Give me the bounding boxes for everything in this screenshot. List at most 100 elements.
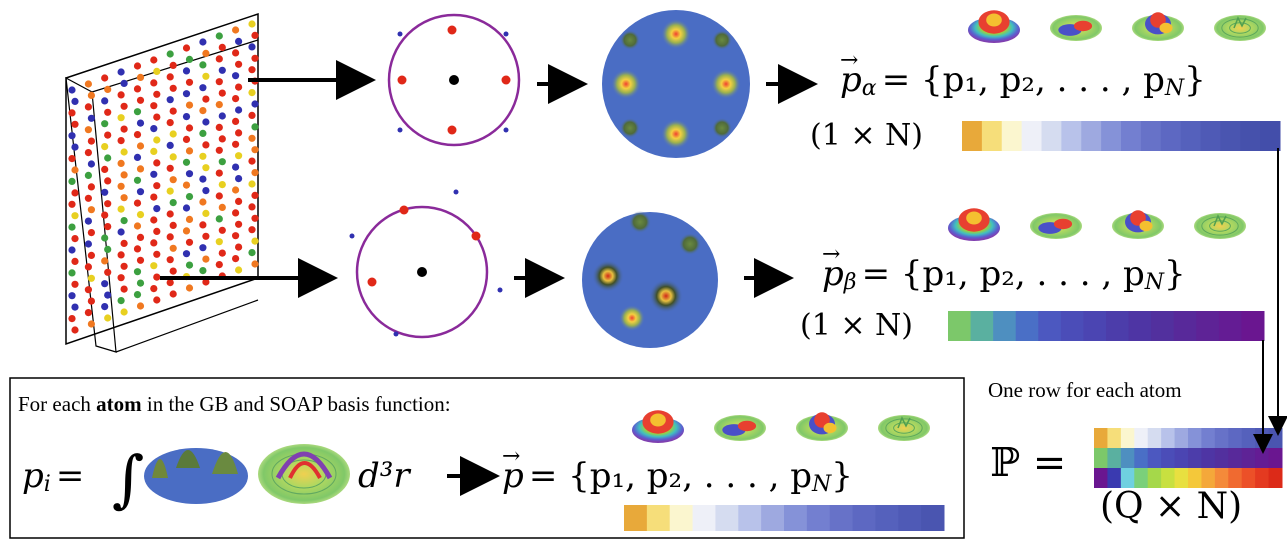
atom [153,113,161,121]
atom [136,96,145,104]
bar-alpha-cell [1260,121,1281,151]
atom [251,169,259,177]
atom [150,102,158,110]
bar-vec-cell [784,505,808,531]
matrix-row-2-cell [1107,448,1122,468]
atom [215,78,223,86]
atom [136,211,145,219]
atom [136,279,145,287]
p-beta-close: } [1164,254,1186,294]
basis-icon-bump [948,208,1000,241]
one-row-caption: One row for each atom [988,378,1182,402]
atom [251,214,259,222]
atom [248,203,256,211]
atom [150,193,158,201]
atom [218,135,226,143]
bar-alpha-cell [1180,121,1201,151]
bar-beta-cell [970,311,994,341]
atom [68,223,76,231]
bar-beta-cell [1038,311,1062,341]
atom [182,250,191,258]
p-alpha-close: } [1184,60,1206,100]
p-vec-set-end: N [812,472,832,498]
atom [199,198,207,206]
atom [84,194,92,202]
atom [185,238,194,246]
atom [215,55,223,63]
matrix-row-2-cell [1134,448,1149,468]
integral-basis-disc [258,444,350,504]
atom [71,280,79,288]
matrix-row-3-cell [1107,468,1122,488]
matrix-row-3-cell [1241,468,1256,488]
atom [84,217,92,225]
atom [133,62,142,70]
matrix-symbol: ℙ = [990,440,1067,486]
atom [120,148,128,156]
atom [117,251,125,259]
atom [248,20,256,28]
atom [185,55,194,64]
matrix-row-3-cell [1134,468,1149,488]
atom [169,176,177,184]
atom [136,188,145,196]
matrix-row-1-cell [1094,428,1108,448]
atom [84,103,92,111]
formula-p-vec: p → = {p₁, p₂, . . . , pN} [502,444,853,498]
atom [185,215,194,223]
atom [153,250,161,258]
atom [199,38,207,46]
atom [120,285,128,293]
matrix-row-3-cell [1188,468,1202,488]
dims-beta: (1 × N) [800,308,913,343]
matrix-row-3-cell [1120,468,1135,488]
atom [232,117,240,125]
atom [251,123,259,131]
atom [101,97,109,105]
atom [153,273,161,281]
atom [101,143,109,151]
descriptor-bar-vec [624,505,945,531]
neighborhood-alpha [387,13,521,147]
bar-alpha-cell [1061,121,1082,151]
atom [169,107,177,115]
atom [133,245,142,253]
bar-alpha-cell [1001,121,1023,151]
box-title: For each atom in the GB and SOAP basis f… [18,392,451,417]
basis-icon-dipole [714,415,766,441]
atom [68,292,76,300]
atom [166,164,174,172]
atom [120,308,128,316]
atom [169,61,177,69]
atom [202,164,210,172]
atom [218,226,226,234]
p-alpha-set: = {p₁, p₂, . . . , p [881,60,1165,100]
atom [68,269,76,277]
p-beta-symbol: p [822,254,844,294]
atom [68,132,76,140]
matrix-row-1-cell [1120,428,1135,448]
matrix-row-3-cell [1094,468,1108,488]
atom [101,280,109,288]
matrix-row-1-cell [1161,428,1176,448]
atom [232,186,240,194]
atom [235,197,243,205]
basis-icons-alpha [968,10,1266,43]
atom [169,267,177,275]
atom [202,278,210,286]
atom [84,240,92,248]
atom [150,239,158,247]
p-vec-close: } [831,456,853,496]
atom [104,154,112,162]
atom [104,314,112,322]
matrix-row-2-cell [1174,448,1189,468]
atom [68,109,76,117]
atom [248,180,256,188]
atom [71,120,79,128]
atom [199,129,207,137]
matrix-row-1-cell [1147,428,1162,448]
atom [68,155,76,163]
basis-icon-bump [632,410,684,443]
matrix-row-2-cell [1228,448,1243,468]
bar-alpha-cell [1021,121,1042,151]
